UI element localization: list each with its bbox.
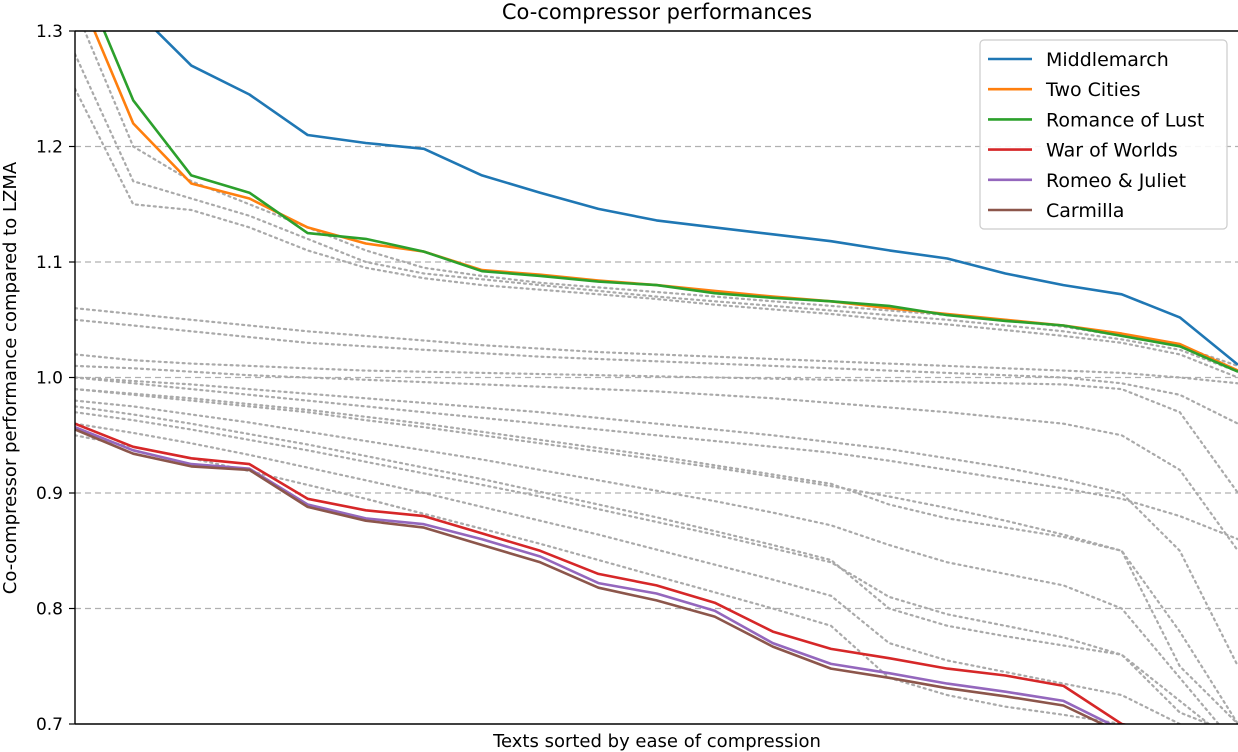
background-series-line-4 (75, 307, 1238, 385)
series-line-carmilla (75, 428, 1106, 724)
background-series (75, 31, 1238, 724)
background-series-line-3 (75, 87, 1238, 379)
legend-label-romance-of-lust: Romance of Lust (1046, 109, 1204, 131)
background-series-line-7 (75, 364, 1238, 552)
series-line-middlemarch (154, 31, 1238, 366)
background-series-line-10 (75, 399, 1221, 724)
series-line-romance-of-lust (102, 31, 1238, 373)
x-axis-label: Texts sorted by ease of compression (492, 731, 821, 752)
highlighted-series (75, 31, 1238, 724)
background-series-line-1 (83, 31, 1238, 367)
grid-lines (75, 145, 1238, 610)
background-series-line-15 (75, 388, 1238, 724)
y-tick-label-1.0: 1.0 (36, 369, 63, 389)
legend: Middlemarch Two Cities Romance of Lust War … (979, 39, 1228, 230)
background-series-line-14 (75, 376, 1238, 541)
legend-label-romeo-juliet: Romeo & Juliet (1046, 170, 1186, 192)
y-axis-label: Co-compressor performance compared to LZ… (0, 161, 21, 594)
background-series-line-2 (75, 53, 1238, 373)
legend-label-middlemarch: Middlemarch (1046, 49, 1169, 71)
y-tick-label-0.9: 0.9 (36, 484, 63, 504)
legend-label-carmilla: Carmilla (1046, 200, 1124, 222)
background-series-line-6 (75, 353, 1238, 495)
background-series-line-8 (75, 376, 1238, 668)
series-line-war-of-worlds (75, 422, 1129, 724)
series-line-romeo-juliet (75, 425, 1113, 724)
background-series-line-11 (75, 411, 1211, 724)
y-ticks: 0.7 0.8 0.9 1.0 1.1 1.2 1.3 (36, 22, 75, 735)
background-series-line-5 (75, 318, 1238, 425)
y-tick-label-0.8: 0.8 (36, 600, 63, 620)
legend-label-war-of-worlds: War of Worlds (1046, 140, 1178, 162)
y-tick-label-1.2: 1.2 (36, 138, 63, 158)
background-series-line-9 (75, 388, 1238, 724)
y-tick-label-0.7: 0.7 (36, 715, 63, 735)
legend-box (979, 39, 1228, 230)
chart-title: Co-compressor performances (502, 0, 812, 24)
y-tick-label-1.1: 1.1 (36, 253, 63, 273)
legend-label-two-cities: Two Cities (1045, 79, 1141, 101)
y-tick-label-1.3: 1.3 (36, 22, 63, 42)
background-series-line-12 (75, 422, 1183, 724)
